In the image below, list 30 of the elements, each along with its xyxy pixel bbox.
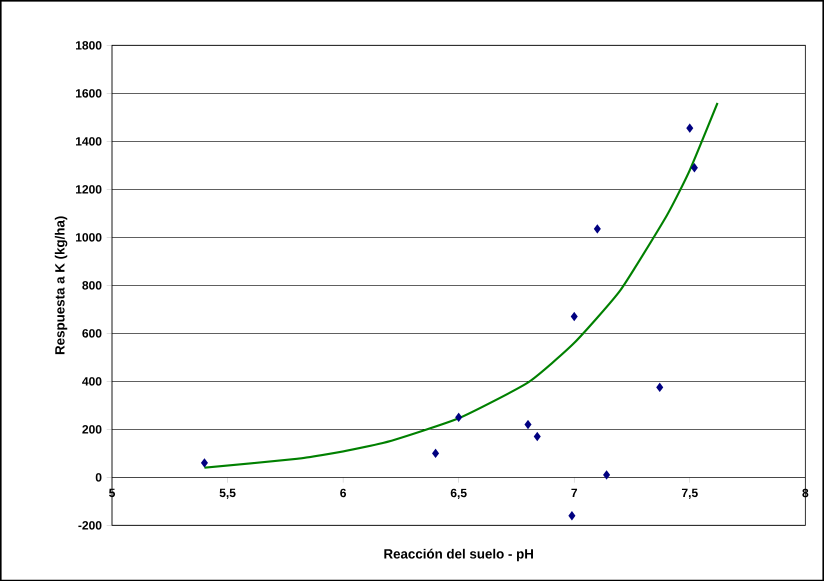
point	[455, 412, 462, 422]
x-axis-title: Reacción del suelo - pH	[384, 548, 533, 562]
y-tick-label: 200	[82, 424, 102, 434]
x-tick-label: 7	[571, 488, 578, 497]
point	[690, 163, 698, 172]
y-tick-label: 1800	[76, 40, 102, 50]
y-axis-title: Respuesta a K (kg/ha)	[54, 216, 68, 354]
point	[656, 382, 664, 392]
point	[534, 432, 541, 441]
point	[603, 470, 610, 480]
y-tick-label: 1200	[76, 184, 102, 194]
y-tick-label: 400	[82, 376, 102, 386]
x-tick-label: 7,5	[682, 488, 698, 499]
x-tick-label: 5,5	[220, 488, 236, 499]
point	[594, 224, 601, 234]
y-tick-label: 800	[82, 280, 102, 290]
y-tick-label: 1000	[76, 232, 102, 242]
point	[686, 123, 694, 133]
point	[200, 458, 208, 468]
x-tick-label: 6	[340, 488, 346, 498]
y-tick-label: 1600	[76, 88, 102, 98]
x-tick-label: 6,5	[450, 488, 467, 499]
y-tick-label: -200	[78, 520, 102, 530]
point	[432, 448, 440, 458]
point	[568, 511, 576, 520]
y-tick-label: 0	[96, 472, 102, 482]
y-tick-label: 1400	[76, 136, 102, 146]
point	[570, 312, 578, 321]
y-tick-label: 600	[82, 328, 102, 338]
point	[524, 420, 532, 429]
